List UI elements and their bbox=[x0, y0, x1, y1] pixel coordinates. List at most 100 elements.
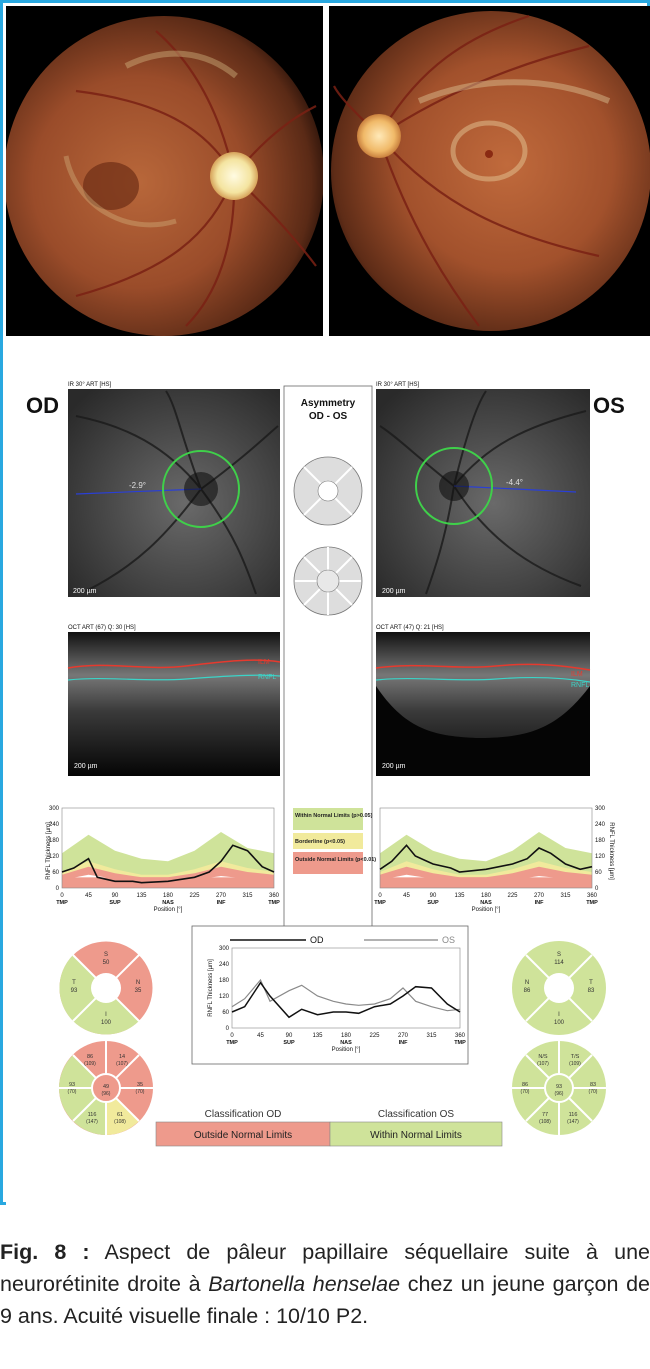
asymmetry-circle-4-sector bbox=[293, 456, 363, 526]
x-tick-cmp: 0 bbox=[230, 1033, 234, 1039]
x-sector-od: TMP bbox=[268, 900, 280, 906]
comparison-chart: RNFL Thickness [µm] 300 240 180 120 60 00 45 90… bbox=[208, 946, 466, 1053]
od6-t-norm: (70) bbox=[68, 1089, 77, 1095]
os6-g: 93 bbox=[556, 1084, 562, 1090]
sector-circle-od-4: S 50 T 93 N 35 I 100 bbox=[58, 940, 154, 1036]
legend-borderline-swatch bbox=[293, 833, 363, 849]
rnfl-label-os: RNFL bbox=[571, 682, 589, 689]
x-sector-cmp: INF bbox=[399, 1040, 409, 1046]
svg-text:T: T bbox=[72, 980, 76, 986]
legend-borderline-label: Borderline (p<0.05) bbox=[295, 839, 345, 845]
os6-ns-norm: (107) bbox=[537, 1061, 549, 1067]
fundus-photo-os bbox=[329, 6, 650, 336]
comparison-panel bbox=[191, 925, 469, 1065]
caption-text-after: chez un jeune garçon de 9 ans. Acuité vi… bbox=[0, 1272, 650, 1328]
x-tick-od: 0 bbox=[60, 893, 64, 899]
scale-bar-oct-os: 200 µm bbox=[382, 763, 406, 770]
classification-od-title: Classification OD bbox=[205, 1109, 282, 1120]
od6-ni-norm: (108) bbox=[114, 1119, 126, 1125]
sector-circle-os-6: N/S (107) T/S (109) 86 (70) 93 (96) 83 (… bbox=[512, 1041, 606, 1135]
ilm-label-os: ILM bbox=[571, 671, 583, 678]
x-sector-os: INF bbox=[535, 900, 545, 906]
fundus-photos bbox=[6, 6, 650, 336]
y-tick-cmp: 0 bbox=[226, 1026, 230, 1032]
legend: Within Normal Limits (p>0.05) Borderline… bbox=[293, 808, 376, 874]
compare-series-od bbox=[231, 981, 461, 1019]
svg-text:I: I bbox=[105, 1012, 107, 1018]
x-tick-od: 135 bbox=[136, 893, 147, 899]
figure-caption: Fig. 8 : Aspect de pâleur papillaire séq… bbox=[0, 1236, 650, 1332]
od6-ts-norm: (109) bbox=[84, 1061, 96, 1067]
x-sector-cmp: TMP bbox=[226, 1040, 238, 1046]
caption-label: Fig. 8 : bbox=[0, 1240, 90, 1264]
os6-t: 83 bbox=[590, 1082, 596, 1088]
x-tick-od: 315 bbox=[242, 893, 253, 899]
y-tick-os: 180 bbox=[595, 838, 606, 844]
os-i-value: 100 bbox=[554, 1020, 565, 1026]
sector-circle-od-6: 86 (109) 14 (107) 93 (70) 49 (96) 35 (70… bbox=[59, 1041, 153, 1135]
x-tick-os: 0 bbox=[378, 893, 382, 899]
y-tick-od: 180 bbox=[49, 838, 60, 844]
od6-ns-norm: (107) bbox=[116, 1061, 128, 1067]
ir-image-os bbox=[376, 389, 590, 597]
svg-text:T: T bbox=[589, 980, 593, 986]
od6-ts: 86 bbox=[87, 1054, 93, 1060]
tsnit-chart-os: RNFL Thickness [µm] 300 240 180 120 60 0 0 45 90… bbox=[374, 806, 614, 913]
os6-ni-norm: (108) bbox=[539, 1119, 551, 1125]
oct-header-od: OCT ART (67) Q: 30 [HS] bbox=[68, 625, 136, 631]
y-axis-label-od: RNFL Thickness [µm] bbox=[46, 822, 52, 880]
scan-circle-od bbox=[162, 450, 240, 528]
scale-bar-ir-od: 200 µm bbox=[73, 588, 97, 595]
eye-label-od: OD bbox=[26, 393, 59, 418]
x-axis-label-cmp: Position [°] bbox=[332, 1047, 361, 1053]
od-i-value: 100 bbox=[101, 1020, 112, 1026]
x-tick-os: 135 bbox=[454, 893, 465, 899]
x-axis-label-od: Position [°] bbox=[154, 907, 183, 913]
x-tick-os: 45 bbox=[403, 893, 410, 899]
y-tick-os: 0 bbox=[595, 886, 599, 892]
x-sector-cmp: NAS bbox=[340, 1040, 352, 1046]
rnfl-label-od: RNFL bbox=[258, 674, 276, 681]
x-tick-cmp: 135 bbox=[312, 1033, 323, 1039]
x-tick-os: 360 bbox=[587, 893, 598, 899]
classification-os-value: Within Normal Limits bbox=[370, 1130, 462, 1141]
legend-outside-swatch bbox=[293, 852, 363, 874]
classification-od-badge bbox=[155, 1121, 331, 1147]
os-n-value: 86 bbox=[524, 988, 531, 994]
od6-g-norm: (96) bbox=[102, 1091, 111, 1097]
x-tick-od: 180 bbox=[163, 893, 174, 899]
legend-within-swatch bbox=[293, 808, 363, 830]
x-tick-cmp: 45 bbox=[257, 1033, 264, 1039]
caption-text-before: Aspect de pâleur papillaire séquellaire … bbox=[0, 1240, 650, 1296]
y-tick-cmp: 60 bbox=[222, 1010, 229, 1016]
figure-panel: OD OS IR 30° ART [HS] -2.9° 200 µm IR 30… bbox=[0, 0, 650, 1205]
od6-n-norm: (70) bbox=[136, 1089, 145, 1095]
svg-text:N: N bbox=[136, 980, 140, 986]
classification-os-title: Classification OS bbox=[378, 1109, 454, 1120]
os6-ti-norm: (147) bbox=[567, 1119, 579, 1125]
svg-text:S: S bbox=[557, 952, 561, 958]
od6-t: 93 bbox=[69, 1082, 75, 1088]
x-tick-os: 225 bbox=[507, 893, 518, 899]
x-tick-od: 90 bbox=[112, 893, 119, 899]
os6-ti: 116 bbox=[569, 1112, 578, 1118]
os6-g-norm: (96) bbox=[555, 1091, 564, 1097]
od-s-value: 50 bbox=[103, 960, 110, 966]
compare-legend-od: OD bbox=[310, 935, 324, 945]
x-sector-os: TMP bbox=[586, 900, 598, 906]
x-tick-os: 90 bbox=[430, 893, 437, 899]
od6-ti: 116 bbox=[88, 1112, 97, 1118]
classification-od-value: Outside Normal Limits bbox=[194, 1130, 292, 1141]
ir-header-os: IR 30° ART [HS] bbox=[376, 382, 420, 388]
x-sector-od: NAS bbox=[162, 900, 174, 906]
series-line-od bbox=[61, 844, 275, 884]
plot-frame-cmp bbox=[231, 947, 461, 1029]
os-s-value: 114 bbox=[554, 960, 564, 966]
outside-floor-os bbox=[380, 877, 592, 888]
y-axis-label-cmp: RNFL Thickness [µm] bbox=[208, 959, 214, 1017]
x-tick-cmp: 90 bbox=[286, 1033, 293, 1039]
y-tick-cmp: 180 bbox=[219, 978, 230, 984]
x-sector-cmp: SUP bbox=[283, 1040, 295, 1046]
y-tick-od: 60 bbox=[52, 870, 59, 876]
y-tick-cmp: 240 bbox=[219, 962, 230, 968]
